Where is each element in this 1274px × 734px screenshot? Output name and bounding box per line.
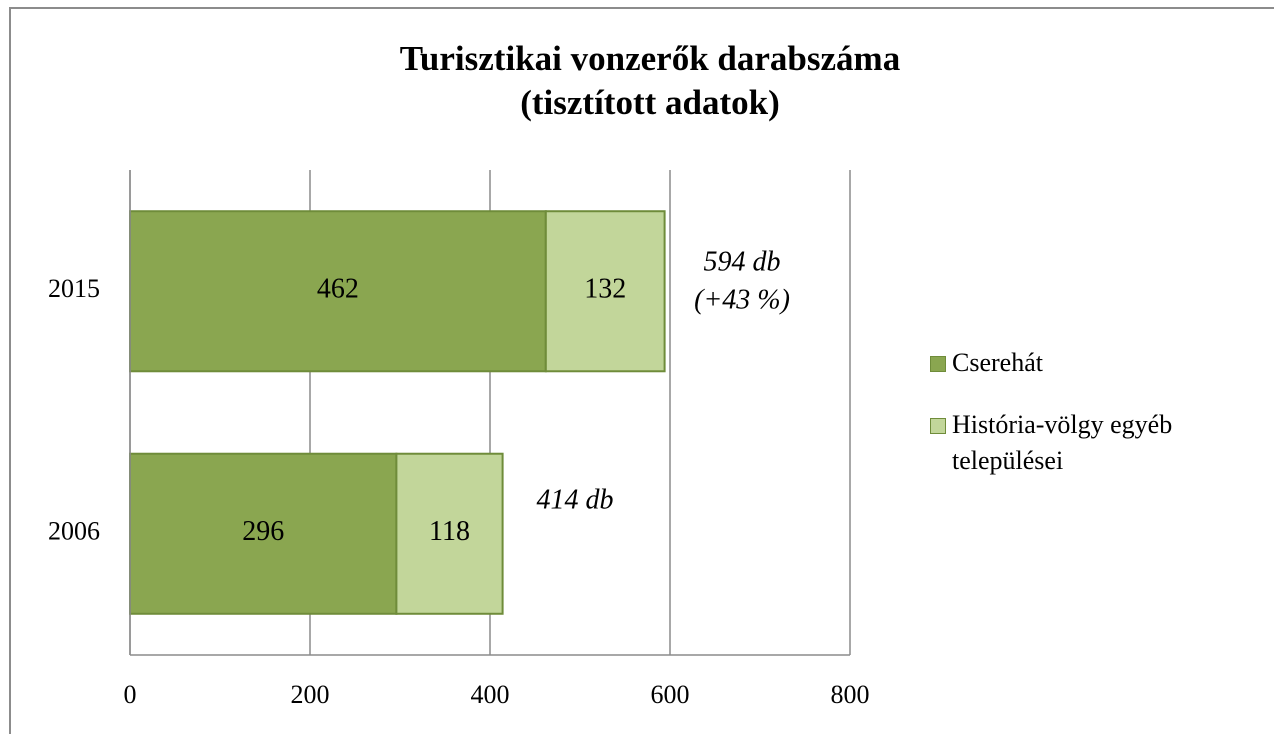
x-tick-label: 200 (291, 680, 330, 709)
x-tick-label: 600 (651, 680, 690, 709)
bar-segment (129, 210, 547, 373)
legend: Cserehát História-völgy egyéb települései (930, 345, 1260, 505)
annotation: (+43 %) (694, 284, 790, 315)
annotation: 414 db (537, 484, 614, 515)
legend-label: História-völgy egyéb települései (952, 410, 1173, 475)
y-tick-label: 2015 (48, 274, 100, 303)
chart-border (9, 7, 1274, 734)
legend-swatch (930, 356, 946, 372)
annotation: 594 db (704, 246, 781, 277)
chart-title: Turisztikai vonzerők darabszáma (400, 39, 900, 78)
data-label: 296 (242, 516, 284, 547)
legend-item: Cserehát (930, 345, 1260, 381)
x-tick-label: 400 (471, 680, 510, 709)
bar-segment (395, 452, 504, 615)
bar-segment (129, 452, 398, 615)
legend-swatch (930, 418, 946, 434)
x-tick-label: 0 (124, 680, 137, 709)
bar-segment (544, 210, 666, 373)
data-label: 462 (317, 274, 359, 305)
legend-item: História-völgy egyéb települései (930, 407, 1260, 479)
data-label: 132 (584, 274, 626, 305)
x-tick-label: 800 (831, 680, 870, 709)
data-label: 118 (429, 516, 470, 547)
y-tick-label: 2006 (48, 517, 100, 546)
legend-label: Cserehát (952, 348, 1043, 377)
chart-subtitle: (tisztított adatok) (520, 83, 780, 122)
